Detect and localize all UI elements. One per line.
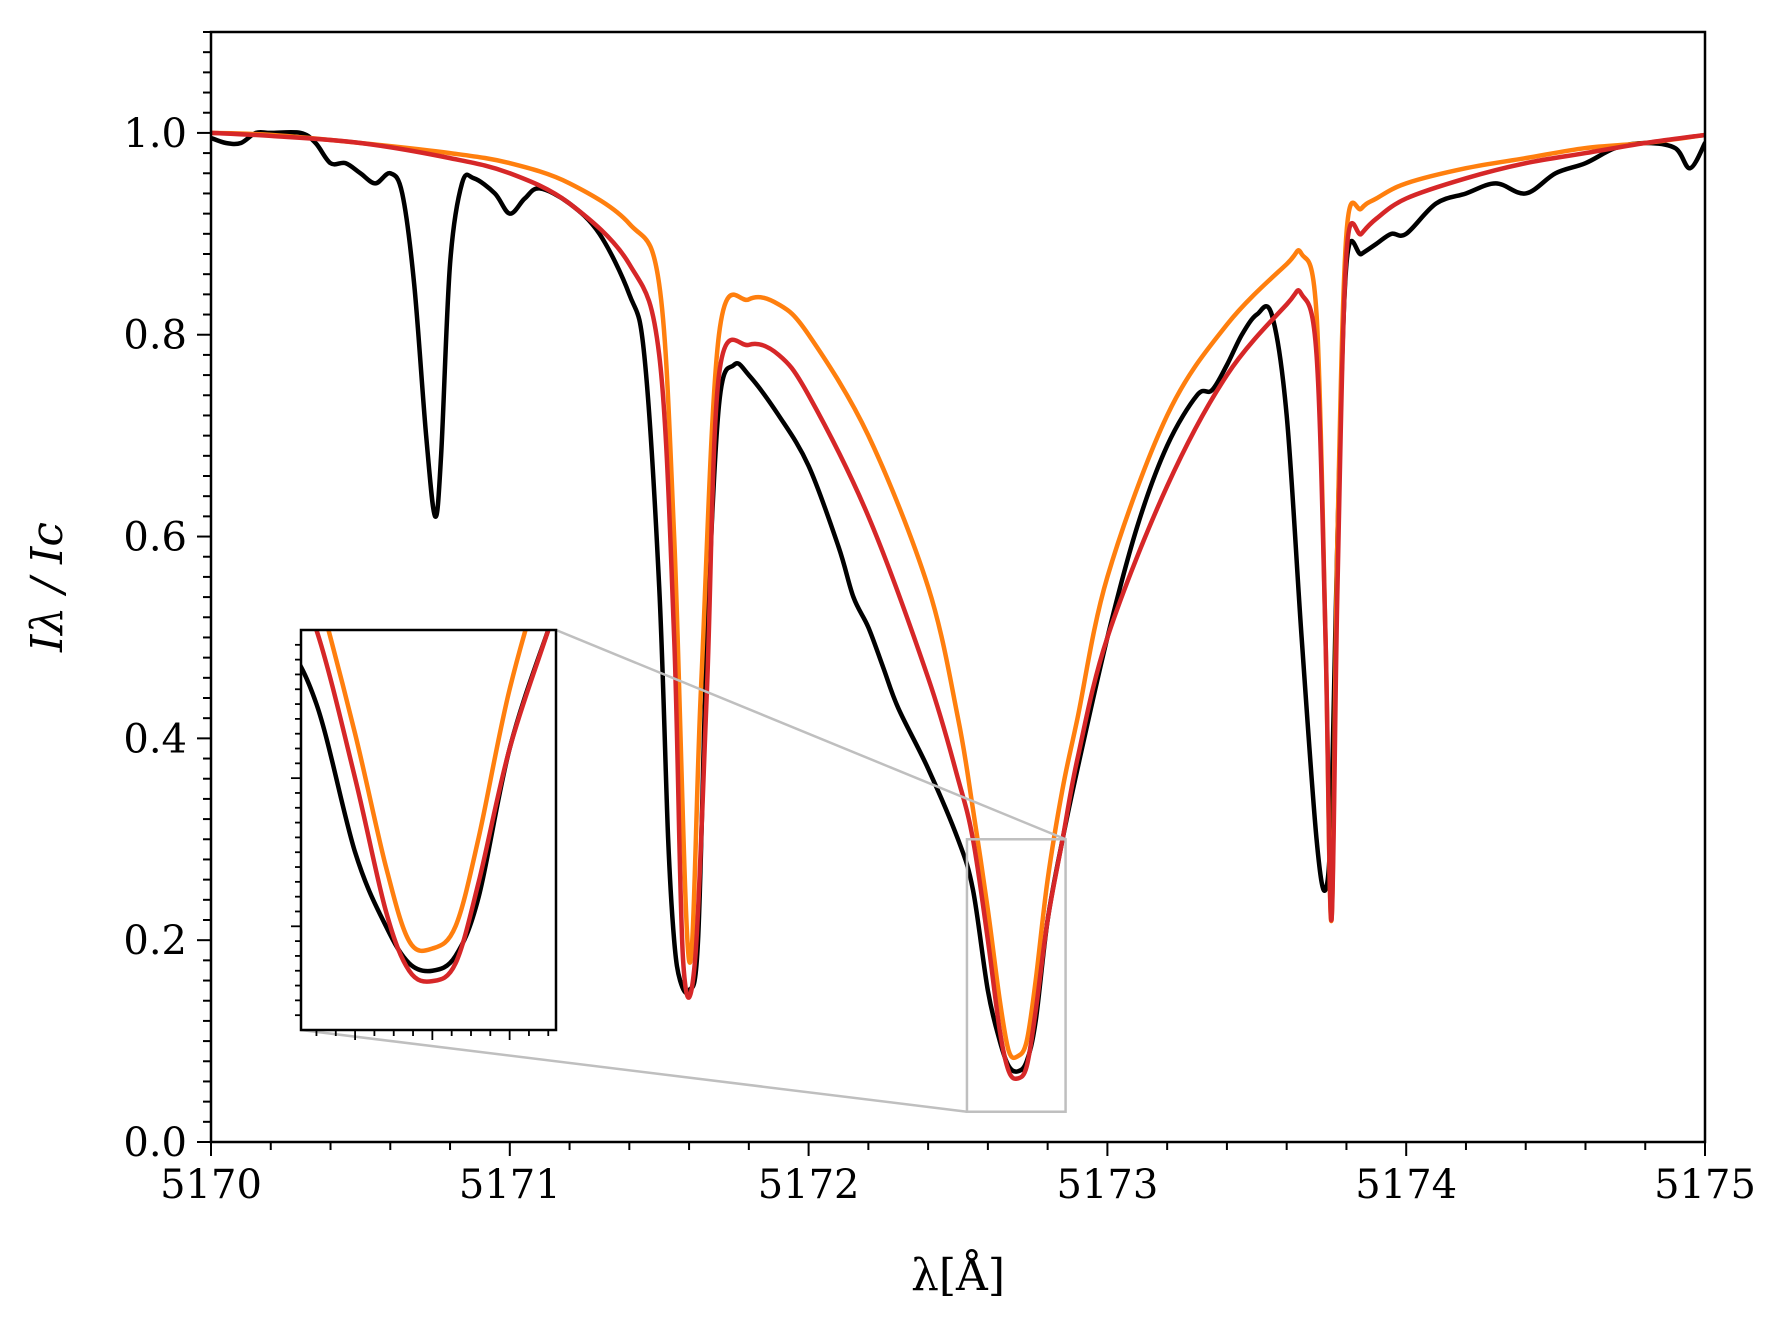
x-tick-label: 5175 xyxy=(1654,1162,1756,1208)
inset-series-line-model-orange xyxy=(326,630,528,954)
main-axes-frame xyxy=(209,30,1707,1144)
y-tick-label: 0.2 xyxy=(123,918,187,964)
x-tick-label: 5173 xyxy=(1057,1162,1159,1208)
y-tick-label: 0.8 xyxy=(123,313,187,359)
x-tick-label: 5172 xyxy=(758,1162,860,1208)
inset-plot xyxy=(291,628,558,1040)
y-axis-label: Iλ / Ic xyxy=(22,522,73,653)
x-tick-label: 5170 xyxy=(160,1162,262,1208)
main-plot-area: 5170 5171 5172 5173 5174 5175 0.0 0.2 0.4 0.6 0.8… xyxy=(123,30,1756,1208)
zoom-indicator xyxy=(300,628,1067,1113)
zoom-region-box xyxy=(965,838,1067,1113)
x-tick-label: 5171 xyxy=(459,1162,561,1208)
inset-axes-frame xyxy=(299,628,558,1032)
y-tick-label: 1.0 xyxy=(123,111,187,157)
y-tick-label: 0.4 xyxy=(123,716,187,762)
y-tick-label: 0.6 xyxy=(123,515,187,561)
inset-series-line-model-red xyxy=(314,630,551,984)
zoom-connector-top xyxy=(555,628,1067,841)
x-axis-label: λ[Å] xyxy=(911,1248,1005,1301)
y-tick-label: 0.0 xyxy=(123,1120,187,1166)
x-tick-label: 5174 xyxy=(1355,1162,1457,1208)
series-line-model-red xyxy=(211,130,1705,1082)
inset-series-line-observed xyxy=(301,630,551,974)
zoom-connector-bottom xyxy=(300,1028,968,1113)
